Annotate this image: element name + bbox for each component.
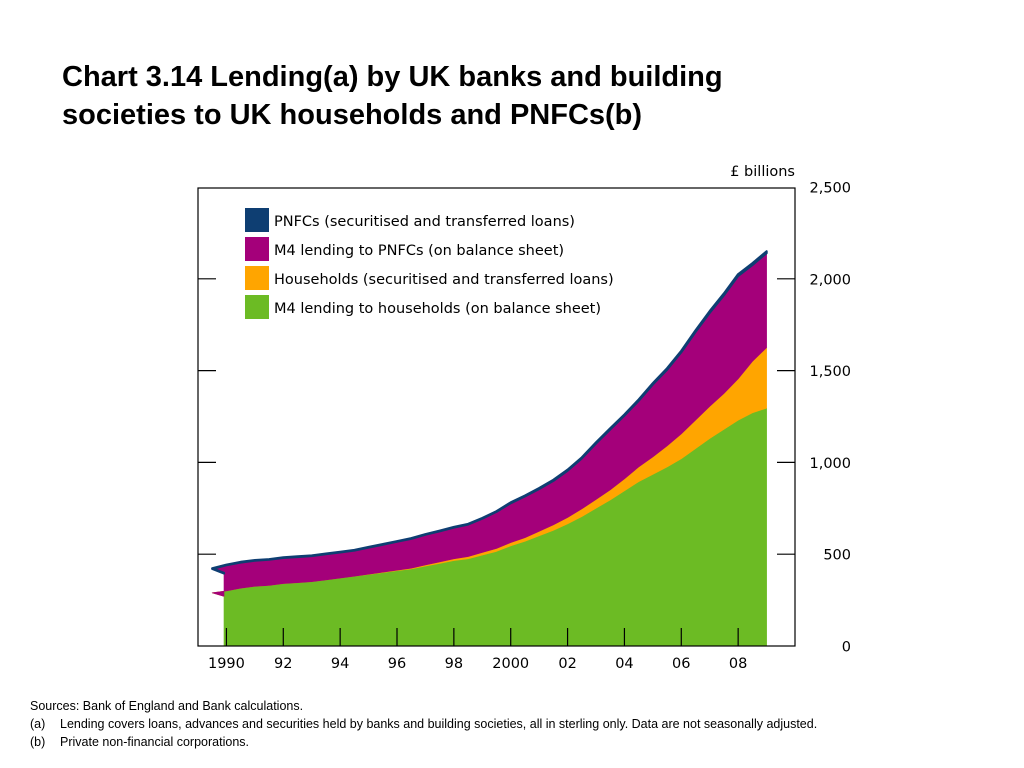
footnote-a-text: Lending covers loans, advances and secur… bbox=[60, 717, 818, 731]
ticks-layer: 0 500 1,000 1,500 2,000 2,500 1990 92 94 96 98 2000… bbox=[198, 181, 851, 672]
chart-notes: Sources: Bank of England and Bank calcul… bbox=[30, 697, 1010, 751]
y-tick-label: 2,000 bbox=[809, 272, 851, 288]
x-tick-label: 04 bbox=[615, 656, 633, 672]
x-tick-label: 08 bbox=[729, 656, 747, 672]
x-tick-label: 98 bbox=[445, 656, 463, 672]
legend-item: M4 lending to PNFCs (on balance sheet) bbox=[245, 237, 564, 261]
x-tick-label: 02 bbox=[558, 656, 576, 672]
stacked-area-chart: 0 500 1,000 1,500 2,000 2,500 1990 92 94 96 98 2000… bbox=[197, 164, 851, 672]
footnote-b-text: Private non-financial corporations. bbox=[60, 735, 249, 749]
legend: PNFCs (securitised and transferred loans… bbox=[245, 208, 614, 319]
legend-label: Households (securitised and transferred … bbox=[274, 272, 614, 288]
page-title: Chart 3.14 Lending(a) by UK banks and bu… bbox=[62, 58, 962, 134]
x-tick-label: 94 bbox=[331, 656, 349, 672]
footnote-a-marker: (a) bbox=[30, 717, 46, 731]
footnote-b: (b) Private non-financial corporations. bbox=[30, 733, 1010, 751]
sources-note: Sources: Bank of England and Bank calcul… bbox=[30, 699, 304, 713]
plot-frame bbox=[197, 187, 796, 647]
legend-swatch bbox=[245, 295, 269, 319]
legend-item: M4 lending to households (on balance she… bbox=[245, 295, 601, 319]
legend-swatch bbox=[245, 237, 269, 261]
legend-item: PNFCs (securitised and transferred loans… bbox=[245, 208, 575, 232]
y-tick-label: 500 bbox=[823, 548, 851, 564]
y-tick-label: 0 bbox=[842, 640, 851, 656]
legend-label: PNFCs (securitised and transferred loans… bbox=[274, 214, 575, 230]
x-tick-label: 92 bbox=[274, 656, 292, 672]
legend-label: M4 lending to households (on balance she… bbox=[274, 301, 601, 317]
y-axis-unit-label: £ billions bbox=[730, 164, 795, 180]
legend-item: Households (securitised and transferred … bbox=[245, 266, 614, 290]
y-tick-label: 2,500 bbox=[809, 181, 851, 197]
x-tick-label: 2000 bbox=[492, 656, 529, 672]
legend-label: M4 lending to PNFCs (on balance sheet) bbox=[274, 243, 564, 259]
footnote-b-marker: (b) bbox=[30, 735, 46, 749]
legend-swatch bbox=[245, 208, 269, 232]
x-tick-label: 1990 bbox=[208, 656, 245, 672]
page-title-line-1: Chart 3.14 Lending(a) by UK banks and bu… bbox=[62, 61, 723, 93]
areas-layer bbox=[211, 250, 768, 647]
legend-swatch bbox=[245, 266, 269, 290]
footnote-a: (a) Lending covers loans, advances and se… bbox=[30, 715, 1010, 733]
y-tick-label: 1,000 bbox=[809, 456, 851, 472]
area-series-3 bbox=[211, 250, 768, 575]
x-tick-label: 06 bbox=[672, 656, 690, 672]
y-tick-label: 1,500 bbox=[809, 364, 851, 380]
page-title-line-2: societies to UK households and PNFCs(b) bbox=[62, 99, 643, 131]
x-tick-label: 96 bbox=[388, 656, 406, 672]
